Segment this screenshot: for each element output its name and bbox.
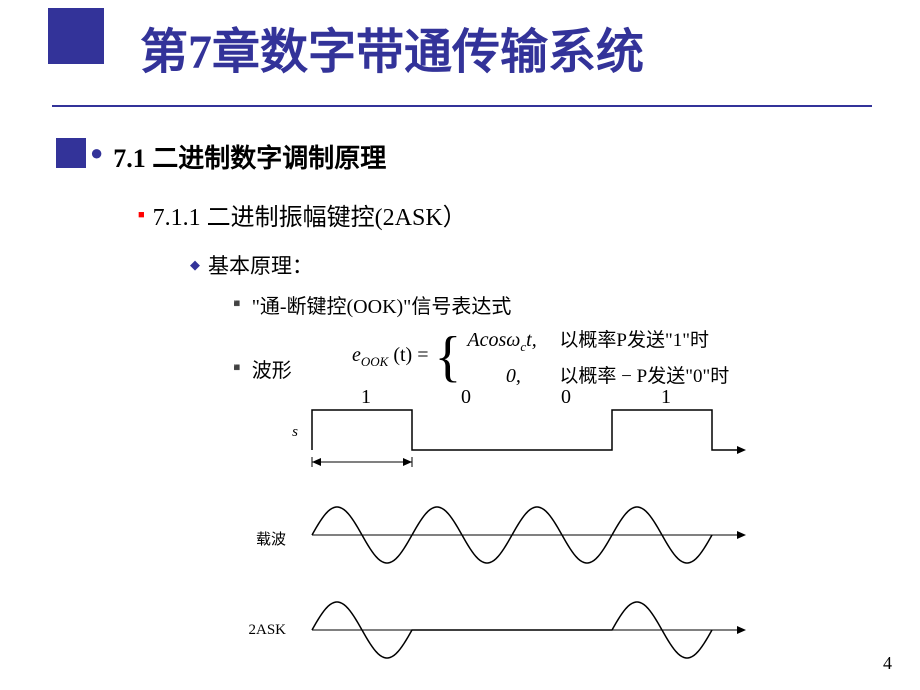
waveform-diagram: 1 0 0 1 s 载波 2ASK: [238, 390, 798, 670]
subsection-text: 7.1.1 二进制振幅键控(2ASK）: [153, 197, 467, 232]
waveform-svg: [238, 390, 778, 670]
bullet-l2-icon: ■: [138, 201, 145, 229]
brace-icon: {: [435, 337, 462, 377]
row-label-2ask: 2ASK: [226, 622, 286, 639]
bit-0: 1: [316, 386, 416, 409]
row-label-carrier: 载波: [226, 528, 286, 549]
bit-labels: 1 0 0 1: [316, 386, 736, 409]
section-text: 7.1 二进制数字调制原理: [113, 138, 386, 175]
section-heading: ● 7.1 二进制数字调制原理: [90, 138, 910, 175]
bullet-l4b-icon: ◾: [230, 356, 244, 380]
expression-line: ◾ "通-断键控(OOK)"信号表达式: [230, 290, 910, 319]
row-label-s: s: [238, 424, 298, 441]
case-2: 0, 以概率 − P发送"0"时: [467, 361, 729, 388]
subsection-heading: ■ 7.1.1 二进制振幅键控(2ASK）: [138, 197, 910, 232]
content-area: ● 7.1 二进制数字调制原理 ■ 7.1.1 二进制振幅键控(2ASK） ◆ …: [90, 130, 910, 383]
bit-1: 0: [416, 386, 516, 409]
case-1: Acosωct, 以概率P发送"1"时: [467, 325, 729, 355]
page-title: 第7章数字带通传输系统: [140, 12, 644, 82]
title-decor-square: [48, 8, 104, 64]
title-underline: [52, 105, 872, 107]
bullet-l4a-icon: ◾: [230, 292, 244, 316]
principle-line: ◆ 基本原理：: [190, 250, 910, 280]
waveform-label: 波形: [252, 354, 292, 383]
principle-label: 基本原理：: [208, 250, 313, 280]
bit-2: 0: [516, 386, 616, 409]
expression-label: "通-断键控(OOK)"信号表达式: [252, 290, 512, 319]
bit-3: 1: [616, 386, 716, 409]
formula-cases: Acosωct, 以概率P发送"1"时 0, 以概率 − P发送"0"时: [467, 325, 729, 388]
formula-lhs: eOOK (t) =: [352, 344, 429, 370]
page-number: 4: [883, 653, 892, 674]
side-decor-square: [56, 138, 86, 168]
bullet-l1-icon: ●: [90, 138, 103, 168]
bullet-l3-icon: ◆: [190, 253, 200, 277]
